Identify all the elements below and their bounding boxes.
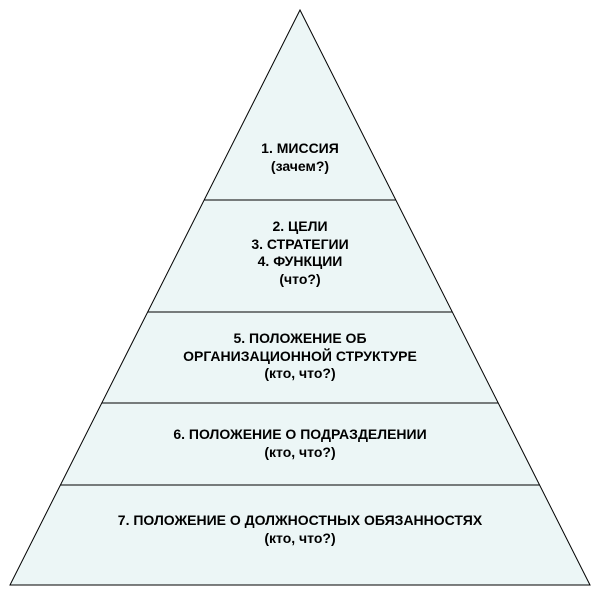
pyramid-level-5-line: 7. ПОЛОЖЕНИЕ О ДОЛЖНОСТНЫХ ОБЯЗАННОСТЯХ bbox=[0, 512, 600, 530]
pyramid-level-1-line: 1. МИССИЯ bbox=[0, 140, 600, 158]
pyramid-level-2-line: 3. СТРАТЕГИИ bbox=[0, 236, 600, 254]
pyramid-level-3: 5. ПОЛОЖЕНИЕ ОБОРГАНИЗАЦИОННОЙ СТРУКТУРЕ… bbox=[0, 330, 600, 383]
pyramid-level-4: 6. ПОЛОЖЕНИЕ О ПОДРАЗДЕЛЕНИИ(кто, что?) bbox=[0, 426, 600, 461]
pyramid-level-3-sub: (кто, что?) bbox=[0, 365, 600, 383]
pyramid-level-2: 2. ЦЕЛИ3. СТРАТЕГИИ4. ФУНКЦИИ(что?) bbox=[0, 218, 600, 288]
pyramid-level-1-sub: (зачем?) bbox=[0, 158, 600, 176]
pyramid-level-2-line: 4. ФУНКЦИИ bbox=[0, 253, 600, 271]
pyramid-level-3-line: ОРГАНИЗАЦИОННОЙ СТРУКТУРЕ bbox=[0, 348, 600, 366]
pyramid-level-4-sub: (кто, что?) bbox=[0, 444, 600, 462]
pyramid-shape bbox=[0, 0, 600, 597]
pyramid-level-4-line: 6. ПОЛОЖЕНИЕ О ПОДРАЗДЕЛЕНИИ bbox=[0, 426, 600, 444]
pyramid-level-2-line: 2. ЦЕЛИ bbox=[0, 218, 600, 236]
pyramid-level-5: 7. ПОЛОЖЕНИЕ О ДОЛЖНОСТНЫХ ОБЯЗАННОСТЯХ(… bbox=[0, 512, 600, 547]
pyramid-level-3-line: 5. ПОЛОЖЕНИЕ ОБ bbox=[0, 330, 600, 348]
pyramid-diagram: 1. МИССИЯ(зачем?) 2. ЦЕЛИ3. СТРАТЕГИИ4. Ф… bbox=[0, 0, 600, 597]
pyramid-level-1: 1. МИССИЯ(зачем?) bbox=[0, 140, 600, 175]
pyramid-level-5-sub: (кто, что?) bbox=[0, 530, 600, 548]
pyramid-level-2-sub: (что?) bbox=[0, 271, 600, 289]
